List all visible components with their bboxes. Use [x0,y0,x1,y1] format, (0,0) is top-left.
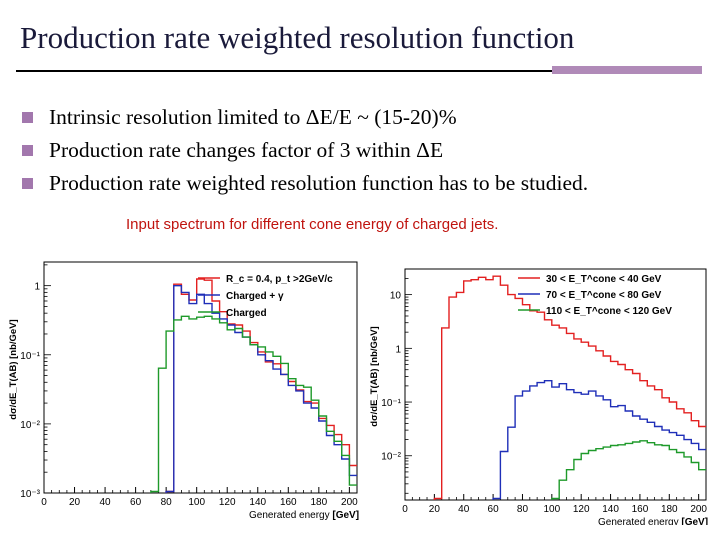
bullet-text: Production rate weighted resolution func… [49,171,589,195]
series-line-2 [165,285,357,493]
x-axis-label: Generated energy [249,510,332,521]
y-tick-label: 1 [395,344,401,355]
y-tick-label: 10⁻² [381,452,401,463]
x-axis-title: Generated energy [GeV] [249,510,359,521]
x-axis-label: Generated energy [598,517,681,525]
x-tick-label: 100 [188,497,205,508]
x-tick-label: 180 [661,504,678,515]
x-tick-label: 20 [429,504,441,515]
slide-title: Production rate weighted resolution func… [20,20,575,55]
y-axis-title: dσ/dE_T(AB) [nb/GeV] [8,319,19,419]
x-tick-label: 180 [310,497,327,508]
x-tick-label: 200 [690,504,707,515]
square-bullet-icon [22,145,33,156]
x-tick-label: 40 [100,497,112,508]
y-tick-label: 1 [34,282,40,293]
x-tick-label: 160 [280,497,297,508]
plot-frame [404,268,707,501]
y-axis-title: dσ/dE_T(AB) [nb/GeV] [369,326,380,426]
x-tick-label: 200 [341,497,358,508]
chart-caption: Input spectrum for different cone energy… [126,216,499,233]
x-tick-label: 120 [219,497,236,508]
x-tick-label: 80 [517,504,529,515]
x-tick-label: 20 [69,497,81,508]
legend-entry: 110 < E_T^cone < 120 GeV [546,306,672,317]
x-tick-label: 0 [402,504,408,515]
series-line-3 [150,315,357,493]
bullet-item: Intrinsic resolution limited to ΔE/E ~ (… [22,101,588,134]
x-tick-label: 80 [161,497,173,508]
legend-entry: 70 < E_T^cone < 80 GeV [546,290,662,301]
y-tick-label: 10⁻³ [20,489,40,500]
legend-entry: R_c = 0.4, p_t >2GeV/c [226,274,333,285]
series-line-2 [492,380,706,500]
left-spectrum-chart: 0 20 40 60 80 100 120 140 160 180 200 10⁻³ 10⁻² 10⁻¹ 1… [8,261,359,521]
legend-entry: Charged + γ [226,291,284,302]
y-tick-label: 10⁻¹ [20,351,40,362]
x-tick-label: 40 [458,504,470,515]
bullet-item: Production rate changes factor of 3 with… [22,134,588,167]
x-tick-label: 160 [632,504,649,515]
x-tick-label: 60 [130,497,142,508]
bullet-text: Intrinsic resolution limited to ΔE/E ~ (… [49,105,457,129]
bullet-item: Production rate weighted resolution func… [22,167,588,200]
series-line-1 [433,275,706,500]
x-axis-unit: [GeV] [332,510,359,521]
title-underline [16,70,556,72]
y-tick-label: 10 [390,291,402,302]
legend-entry: 30 < E_T^cone < 40 GeV [546,274,662,285]
title-accent-bar [552,66,702,74]
legend-entry: Charged [226,308,267,319]
x-tick-label: 0 [41,497,47,508]
y-tick-label: 10⁻² [20,420,40,431]
x-axis-unit: [GeV] [681,517,708,525]
bullet-list: Intrinsic resolution limited to ΔE/E ~ (… [22,101,588,200]
x-tick-label: 60 [488,504,500,515]
x-tick-label: 140 [249,497,266,508]
x-tick-label: 140 [602,504,619,515]
y-tick-label: 10⁻¹ [381,398,401,409]
right-spectrum-chart: 0 20 40 60 80 100 120 140 160 180 200 10⁻² 10⁻¹ 1 10 Ge… [369,268,708,525]
square-bullet-icon [22,112,33,123]
x-axis-title: Generated energy [GeV] [598,517,708,525]
x-tick-label: 100 [543,504,560,515]
x-tick-label: 120 [573,504,590,515]
plot-frame [43,261,358,494]
square-bullet-icon [22,178,33,189]
bullet-text: Production rate changes factor of 3 with… [49,138,444,162]
series-line-3 [551,440,706,500]
